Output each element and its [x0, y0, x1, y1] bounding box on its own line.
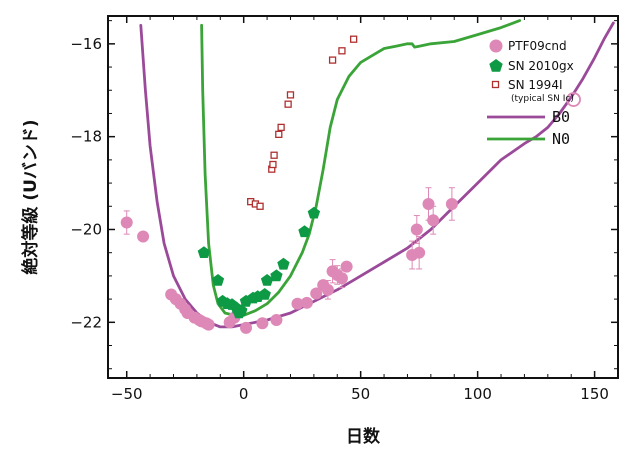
legend-label-n0: N0: [552, 130, 570, 148]
point-sn1994i: [270, 151, 278, 159]
annotation-open-circle: [566, 92, 581, 107]
point-ptf09cnd: [270, 313, 283, 326]
point-ptf09cnd: [321, 283, 334, 296]
point-sn1994i: [277, 123, 285, 132]
point-sn2010gx: [307, 206, 321, 219]
point-ptf09cnd: [300, 296, 313, 309]
data-series: [120, 19, 615, 334]
plot-frame: [107, 15, 619, 379]
point-sn1994i: [275, 130, 283, 138]
point-sn2010gx: [258, 288, 271, 300]
x-tick-label: −50: [111, 385, 143, 403]
y-tick-label: −18: [70, 128, 102, 146]
point-sn2010gx: [277, 257, 290, 270]
legend-marker-sn2010gx: [489, 59, 503, 72]
legend-label-sn2010gx: SN 2010gx: [508, 59, 574, 73]
tick-labels: −50 0 50 100 150 −16 −18 −20 −22: [70, 35, 609, 403]
point-ptf09cnd: [340, 260, 353, 273]
point-ptf09cnd: [445, 197, 458, 210]
point-ptf09cnd: [291, 297, 304, 310]
legend-marker-ptf09cnd: [489, 39, 503, 53]
point-sn1994i: [269, 160, 277, 169]
point-ptf09cnd: [427, 214, 440, 227]
point-ptf09cnd: [202, 318, 215, 331]
x-tick-label: 150: [580, 385, 609, 403]
legend-label-b0: B0: [552, 108, 570, 126]
legend-label-sn1994i: SN 1994I: [508, 78, 563, 92]
point-ptf09cnd: [413, 246, 426, 259]
y-tick-label: −22: [70, 313, 102, 331]
model-line-b0: [139, 21, 615, 329]
point-ptf09cnd: [310, 287, 323, 300]
point-sn1994i: [338, 47, 346, 55]
point-ptf09cnd: [335, 272, 348, 285]
x-tick-label: 0: [239, 385, 249, 403]
point-sn1994i: [349, 35, 358, 43]
point-ptf09cnd: [256, 317, 269, 330]
point-sn2010gx: [260, 274, 274, 286]
legend-marker-sn1994i: [491, 80, 500, 89]
legend-sublabel-sn1994i: (typical SN Ic): [511, 94, 574, 104]
y-axis-title: 絶対等級 (Uバンド): [20, 119, 41, 274]
point-sn1994i: [256, 202, 264, 210]
point-sn2010gx: [270, 269, 283, 282]
point-ptf09cnd: [137, 230, 150, 243]
point-sn2010gx: [197, 246, 211, 258]
model-line-n0: [200, 19, 522, 317]
point-sn1994i: [284, 100, 292, 108]
y-tick-label: −16: [70, 35, 102, 53]
point-sn2010gx: [235, 304, 248, 316]
point-ptf09cnd: [422, 197, 435, 210]
y-tick-label: −20: [70, 220, 102, 238]
x-tick-label: 50: [351, 385, 370, 403]
point-sn1994i: [328, 56, 337, 64]
point-ptf09cnd: [410, 223, 423, 236]
point-ptf09cnd: [240, 321, 253, 334]
x-tick-label: 100: [463, 385, 492, 403]
point-ptf09cnd: [120, 216, 133, 229]
point-sn2010gx: [211, 274, 225, 286]
legend: PTF09cnd SN 2010gx SN 1994I (typical SN …: [487, 39, 574, 148]
x-axis-title: 日数: [346, 426, 381, 447]
legend-label-ptf09cnd: PTF09cnd: [508, 39, 567, 53]
point-sn2010gx: [298, 225, 311, 238]
point-sn1994i: [286, 91, 295, 99]
